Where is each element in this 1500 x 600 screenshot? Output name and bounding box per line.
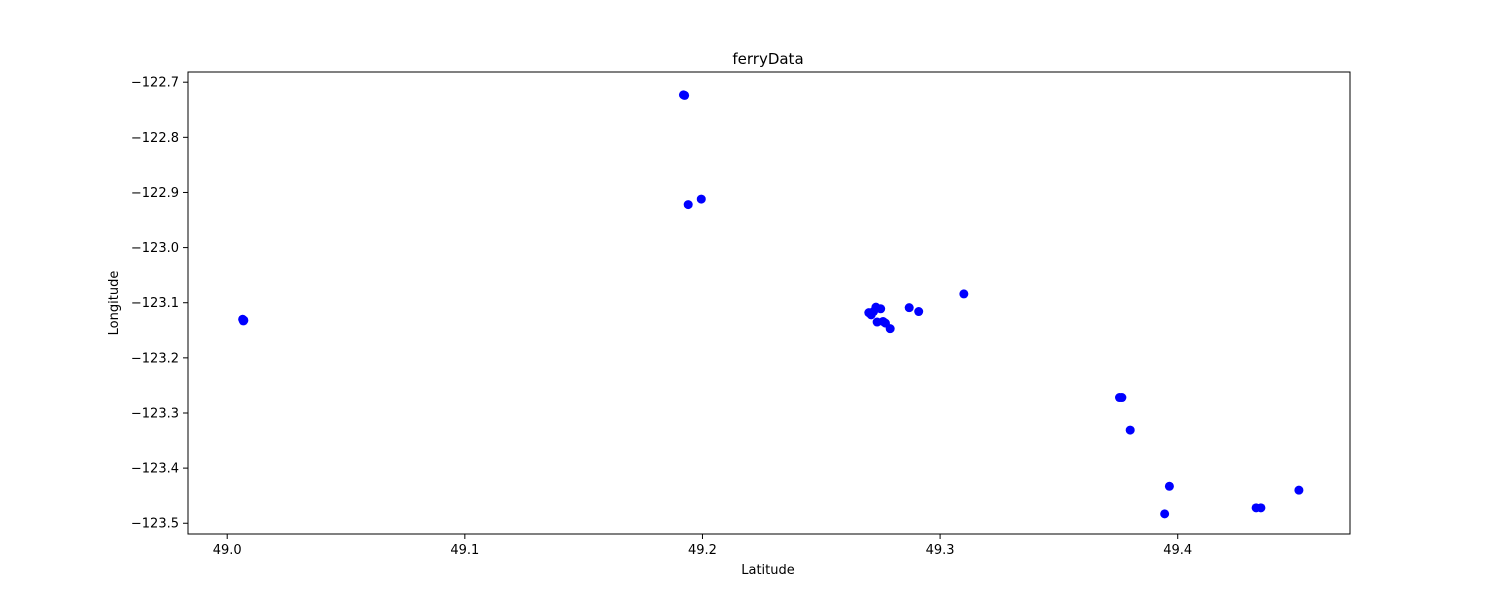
y-tick-label: −122.7	[131, 76, 179, 91]
plot-area-frame	[187, 71, 1351, 535]
y-tick-label: −123.2	[131, 351, 179, 366]
data-point	[1294, 485, 1304, 495]
y-axis-label: Longitude	[107, 271, 122, 336]
data-point	[914, 307, 924, 317]
x-axis-label: Latitude	[741, 563, 795, 578]
data-point	[1125, 425, 1135, 435]
y-tick-label: −123.1	[131, 296, 179, 311]
y-tick-label: −123.4	[131, 462, 179, 477]
x-tick-label: 49.1	[450, 543, 479, 558]
data-point	[680, 90, 690, 100]
y-tick-label: −123.3	[131, 406, 179, 421]
x-tick-label: 49.2	[688, 543, 717, 558]
points-layer	[238, 90, 1304, 519]
data-point	[876, 304, 886, 314]
x-tick-label: 49.3	[926, 543, 955, 558]
chart-title: ferryData	[732, 50, 803, 68]
data-point	[959, 289, 969, 299]
y-axis-ticks: −122.7 −122.8 −122.9 −123.0 −123.1 −123.2 −123…	[131, 76, 188, 532]
data-point	[1117, 393, 1127, 403]
y-tick-label: −123.5	[131, 517, 179, 532]
y-tick-label: −123.0	[131, 241, 179, 256]
data-point	[683, 200, 693, 210]
x-tick-label: 49.4	[1163, 543, 1192, 558]
data-point	[885, 324, 895, 334]
x-tick-label: 49.0	[213, 543, 242, 558]
data-point	[239, 315, 249, 325]
data-point	[904, 303, 914, 313]
data-point	[696, 194, 706, 204]
data-point	[1164, 481, 1174, 491]
y-tick-label: −122.9	[131, 186, 179, 201]
x-axis-ticks: 49.0 49.1 49.2 49.3 49.4	[213, 534, 1192, 558]
data-point	[1160, 509, 1170, 519]
data-point	[1256, 503, 1266, 513]
y-tick-label: −122.8	[131, 131, 179, 146]
